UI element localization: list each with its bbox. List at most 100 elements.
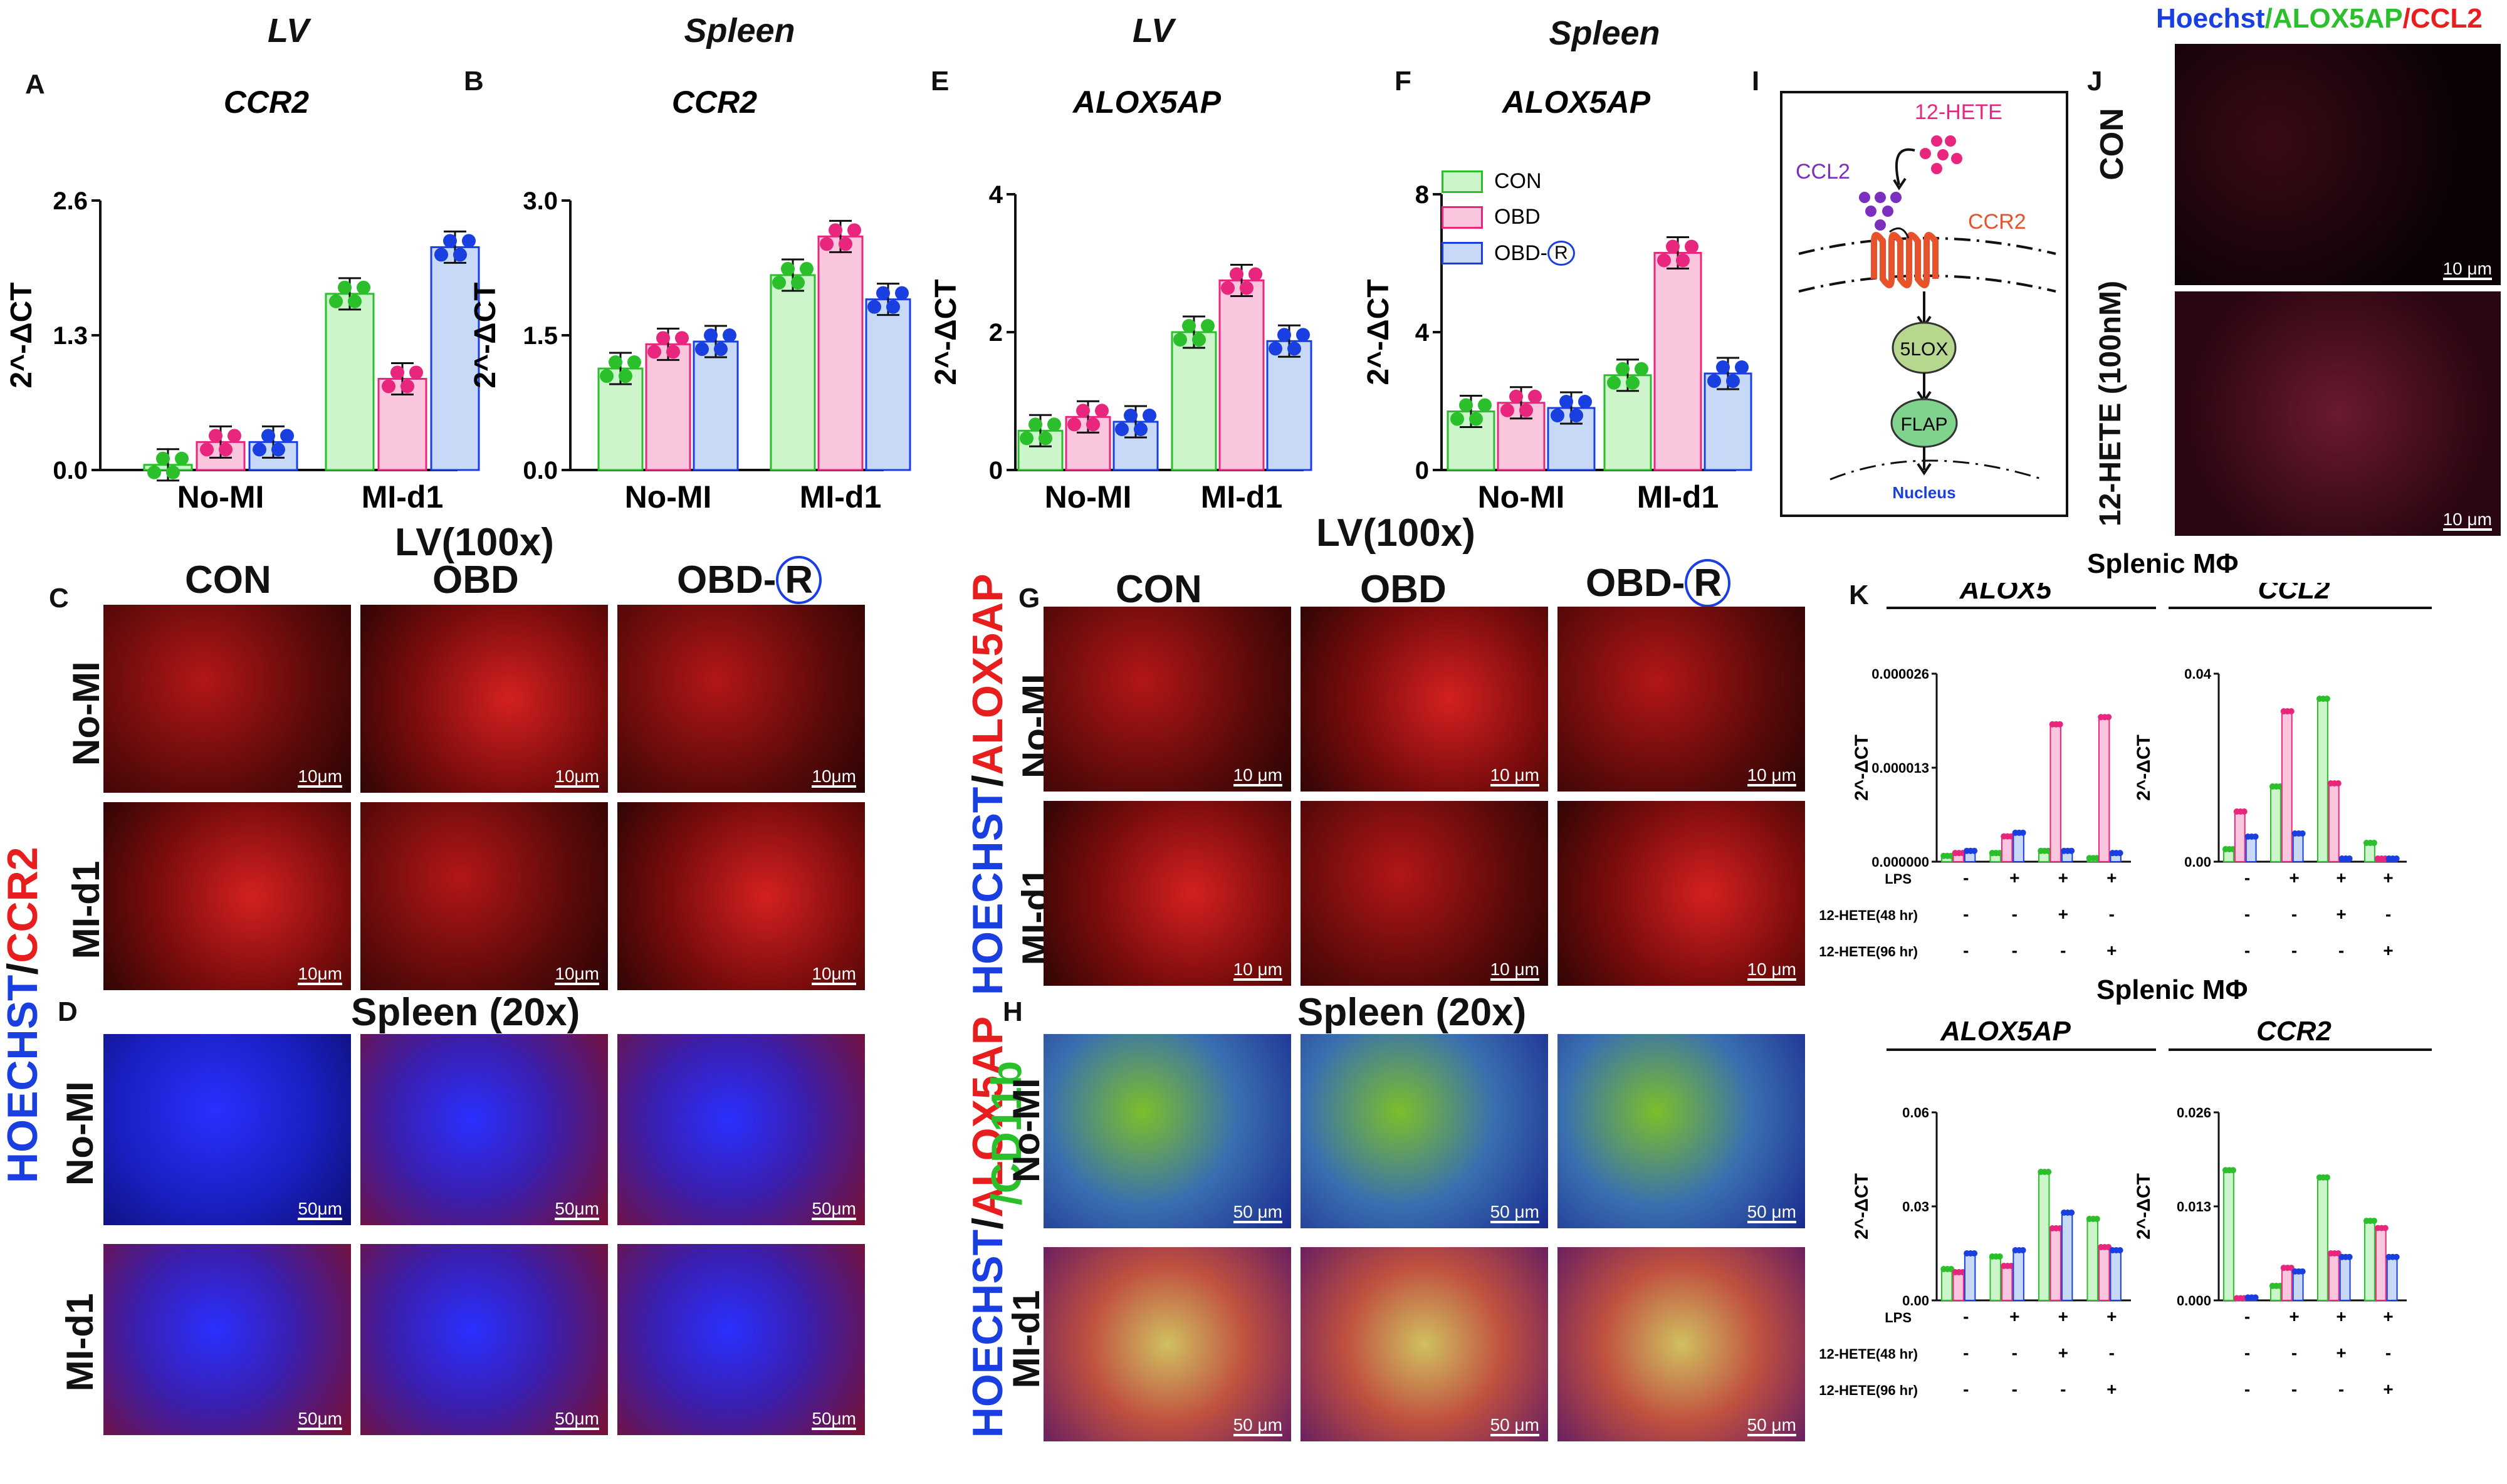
data-point — [695, 342, 709, 357]
y-tick-label: 8 — [1415, 181, 1429, 209]
splenic-title-bottom: Splenic MΦ — [2096, 975, 2248, 1005]
treatment-sign: - — [2244, 1343, 2250, 1362]
data-point — [2370, 840, 2377, 846]
treatment-sign: - — [2338, 941, 2344, 960]
panel-letter-f: F — [1395, 66, 1411, 97]
data-point — [2393, 855, 2400, 862]
treatment-sign: + — [2383, 1379, 2393, 1399]
bar-obd-r — [693, 340, 739, 471]
data-point — [261, 429, 275, 443]
bar-obd — [2281, 711, 2293, 862]
data-point — [1192, 333, 1206, 347]
chart-k4-title: CCR2 — [2256, 1016, 2332, 1047]
treatment-label: 12-HETE(48 hr) — [1819, 1346, 1918, 1362]
chart-b: CCR2 0.0 1.5 3.0 2^-ΔCT No-MI MI-d1 — [469, 85, 911, 515]
data-point — [1519, 403, 1533, 417]
treatment-sign: - — [1963, 904, 1969, 924]
panel-c-image-r2c1: 10μm — [103, 802, 351, 990]
panel-h-image-r1c3: 50 μm — [1557, 1034, 1805, 1228]
data-point — [329, 294, 343, 308]
data-point — [876, 286, 890, 300]
bar-obd — [1218, 280, 1265, 471]
row-mid1-d: MI-d1 — [59, 1293, 101, 1392]
data-point — [647, 345, 661, 359]
data-point — [1076, 404, 1090, 418]
treatment-sign: - — [2012, 1343, 2018, 1362]
scale-bar-label: 50 μm — [1747, 1416, 1796, 1436]
treatment-sign: - — [2012, 1379, 2018, 1399]
data-point — [1277, 328, 1291, 342]
data-point — [1287, 342, 1301, 356]
bar-obd-r — [2339, 1256, 2351, 1302]
data-point — [462, 234, 476, 248]
y-tick-label: 2.6 — [53, 187, 88, 215]
bar-con — [1989, 1256, 2001, 1301]
data-point — [1716, 360, 1730, 374]
bar-obd — [2001, 835, 2013, 863]
y-axis-label: 2^-ΔCT — [1851, 1173, 1872, 1240]
scale-bar-label: 50μm — [555, 1410, 599, 1430]
treatment-sign: - — [2338, 1379, 2344, 1399]
scale-bar-label: 50μm — [298, 1410, 342, 1430]
data-point — [338, 280, 352, 295]
data-point — [1115, 422, 1129, 436]
data-point — [704, 328, 718, 343]
data-point — [1047, 417, 1061, 432]
treatment-label: 12-HETE(96 hr) — [1819, 944, 1918, 959]
data-point — [1086, 417, 1100, 432]
treatment-sign: + — [2058, 904, 2068, 924]
panel-letter-e: E — [931, 66, 950, 97]
data-point — [772, 275, 786, 290]
treatment-sign: - — [2244, 904, 2250, 924]
bar-con — [325, 293, 375, 471]
bar-obd-r — [2386, 1256, 2398, 1302]
data-point — [1666, 239, 1680, 254]
data-point — [1459, 398, 1473, 412]
chart-b-title: CCR2 — [672, 85, 757, 120]
data-point — [1500, 403, 1514, 417]
ccr2-receptor — [1871, 232, 1939, 288]
y-tick-label: 0.013 — [2177, 1199, 2211, 1215]
y-tick-label: 2 — [989, 319, 1003, 347]
bar-con — [2086, 1218, 2098, 1301]
treatment-sign: + — [2289, 868, 2299, 887]
data-point — [1996, 1253, 2003, 1260]
panel-h-image-r2c3: 50 μm — [1557, 1247, 1805, 1441]
treatment-sign: + — [2058, 1343, 2068, 1362]
nucleus-label: Nucleus — [1892, 483, 1955, 502]
data-point — [1635, 362, 1648, 376]
spleen20-left-title: Spleen (20x) — [351, 991, 580, 1034]
splenic-title-top: Splenic MΦ — [2087, 548, 2239, 579]
data-point — [228, 429, 241, 443]
data-point — [2093, 1216, 2100, 1222]
data-point — [357, 280, 370, 295]
data-point — [280, 429, 294, 443]
data-point — [1028, 417, 1042, 432]
hete-dots — [1920, 135, 1962, 174]
panel-c-image-r2c3: 10μm — [617, 802, 865, 990]
treatment-sign: - — [2244, 1307, 2250, 1326]
data-point — [2393, 1253, 2400, 1260]
treatment-sign: - — [2385, 904, 2391, 924]
row-nomi-d: No-MI — [59, 1081, 101, 1186]
data-point — [895, 286, 909, 300]
data-point — [1134, 422, 1148, 436]
x-category-label: No-MI — [1478, 479, 1565, 515]
data-point — [2117, 850, 2123, 857]
data-point — [1450, 412, 1464, 426]
panel-g-image-r2c2: 10 μm — [1301, 801, 1548, 986]
data-point — [2370, 1218, 2377, 1225]
bar-obd-r — [1266, 340, 1312, 471]
data-point — [1478, 398, 1492, 412]
treatment-sign: - — [2060, 1379, 2066, 1399]
bar-obd-r — [1964, 1253, 1976, 1301]
row-mid1-h: MI-d1 — [1005, 1290, 1047, 1389]
treatment-sign: - — [2109, 1343, 2115, 1362]
data-point — [2045, 1169, 2052, 1175]
treatment-label: LPS — [1885, 871, 1912, 887]
treatment-sign: - — [2109, 904, 2115, 924]
y-axis-label: 2^-ΔCT — [1362, 279, 1395, 385]
data-point — [166, 465, 180, 479]
bar-obd-r — [2245, 836, 2257, 862]
bar-obd — [1653, 252, 1702, 471]
